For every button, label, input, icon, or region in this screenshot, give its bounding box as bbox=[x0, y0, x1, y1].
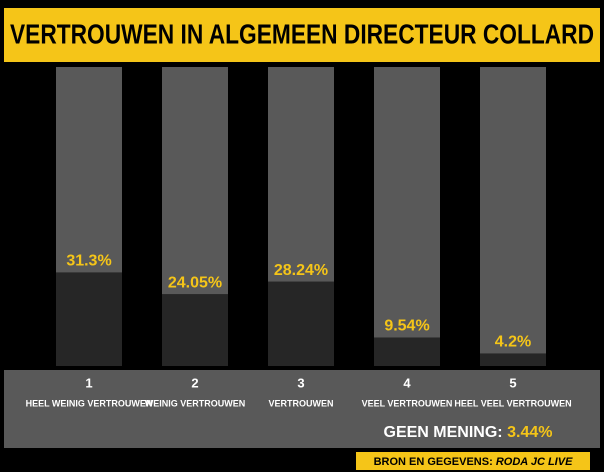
bar-track bbox=[480, 67, 546, 366]
x-tick-label: 5 bbox=[509, 375, 516, 390]
category-label: HEEL WEINIG VERTROUWEN bbox=[26, 398, 153, 408]
value-label: 4.2% bbox=[495, 334, 531, 351]
x-tick-label: 4 bbox=[403, 375, 411, 390]
category-label: VERTROUWEN bbox=[269, 398, 334, 408]
bar bbox=[56, 272, 122, 366]
annotation: GEEN MENING: 3.44% bbox=[384, 424, 553, 441]
source-name: RODA JC LIVE bbox=[496, 456, 573, 468]
bar bbox=[480, 353, 546, 366]
label-band bbox=[4, 370, 600, 448]
x-tick-label: 3 bbox=[297, 375, 304, 390]
bar bbox=[162, 294, 228, 366]
annotation-label: GEEN MENING: bbox=[384, 424, 503, 441]
category-label: HEEL VEEL VERTROUWEN bbox=[454, 398, 571, 408]
x-tick-label: 2 bbox=[191, 375, 198, 390]
value-label: 31.3% bbox=[66, 253, 111, 270]
x-tick-label: 1 bbox=[85, 375, 92, 390]
title-banner bbox=[4, 8, 600, 62]
category-label: VEEL VERTROUWEN bbox=[362, 398, 453, 408]
value-label: 9.54% bbox=[384, 318, 429, 335]
value-label: 28.24% bbox=[274, 262, 328, 279]
category-label: WEINIG VERTROUWEN bbox=[145, 398, 246, 408]
source: BRON EN GEGEVENS: RODA JC LIVE bbox=[374, 456, 574, 468]
chart-title: VERTROUWEN IN ALGEMEEN DIRECTEUR COLLARD bbox=[10, 18, 594, 49]
source-label: BRON EN GEGEVENS: bbox=[374, 456, 493, 468]
bar-track bbox=[374, 67, 440, 366]
bar bbox=[374, 337, 440, 366]
annotation-value: 3.44% bbox=[507, 424, 552, 441]
bar bbox=[268, 281, 334, 366]
value-label: 24.05% bbox=[168, 274, 222, 291]
source-box bbox=[356, 452, 590, 470]
